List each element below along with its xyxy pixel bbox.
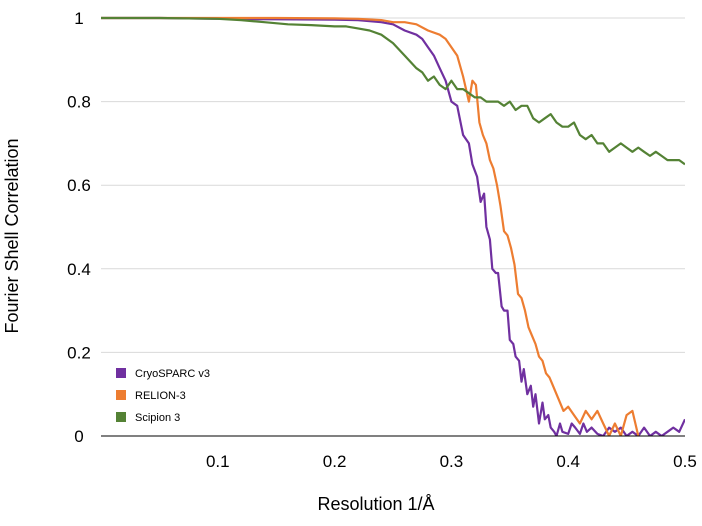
x-tick-label: 0.4 (556, 452, 580, 471)
legend-swatch-cryosparc-v3 (116, 368, 126, 378)
y-tick-label: 0 (74, 427, 83, 446)
legend-label-cryosparc-v3: CryoSPARC v3 (135, 368, 210, 380)
x-tick-label: 0.1 (206, 452, 230, 471)
series-line-relion-3 (101, 16, 640, 436)
series-line-cryosparc-v3 (101, 16, 685, 436)
series-lines (101, 16, 685, 436)
legend-swatch-scipion-3 (116, 412, 126, 422)
legend: CryoSPARC v3 RELION-3 Scipion 3 (116, 368, 210, 424)
y-tick-label: 1 (74, 9, 83, 28)
x-axis-title: Resolution 1/Å (317, 494, 434, 514)
legend-label-scipion-3: Scipion 3 (135, 412, 180, 424)
y-tick-label: 0.6 (67, 176, 91, 195)
legend-label-relion-3: RELION-3 (135, 390, 186, 402)
x-tick-label: 0.3 (440, 452, 464, 471)
y-tick-label: 0.4 (67, 260, 91, 279)
series-line-scipion-3 (101, 16, 685, 166)
tick-labels: 0 0.2 0.4 0.6 0.8 1 0.1 0.2 0.3 0.4 0.5 (67, 9, 697, 471)
y-tick-label: 0.2 (67, 343, 91, 362)
legend-swatch-relion-3 (116, 390, 126, 400)
x-tick-label: 0.2 (323, 452, 347, 471)
y-tick-label: 0.8 (67, 93, 91, 112)
gridlines (101, 17, 685, 353)
y-axis-title: Fourier Shell Correlation (2, 138, 22, 333)
x-tick-label: 0.5 (673, 452, 697, 471)
